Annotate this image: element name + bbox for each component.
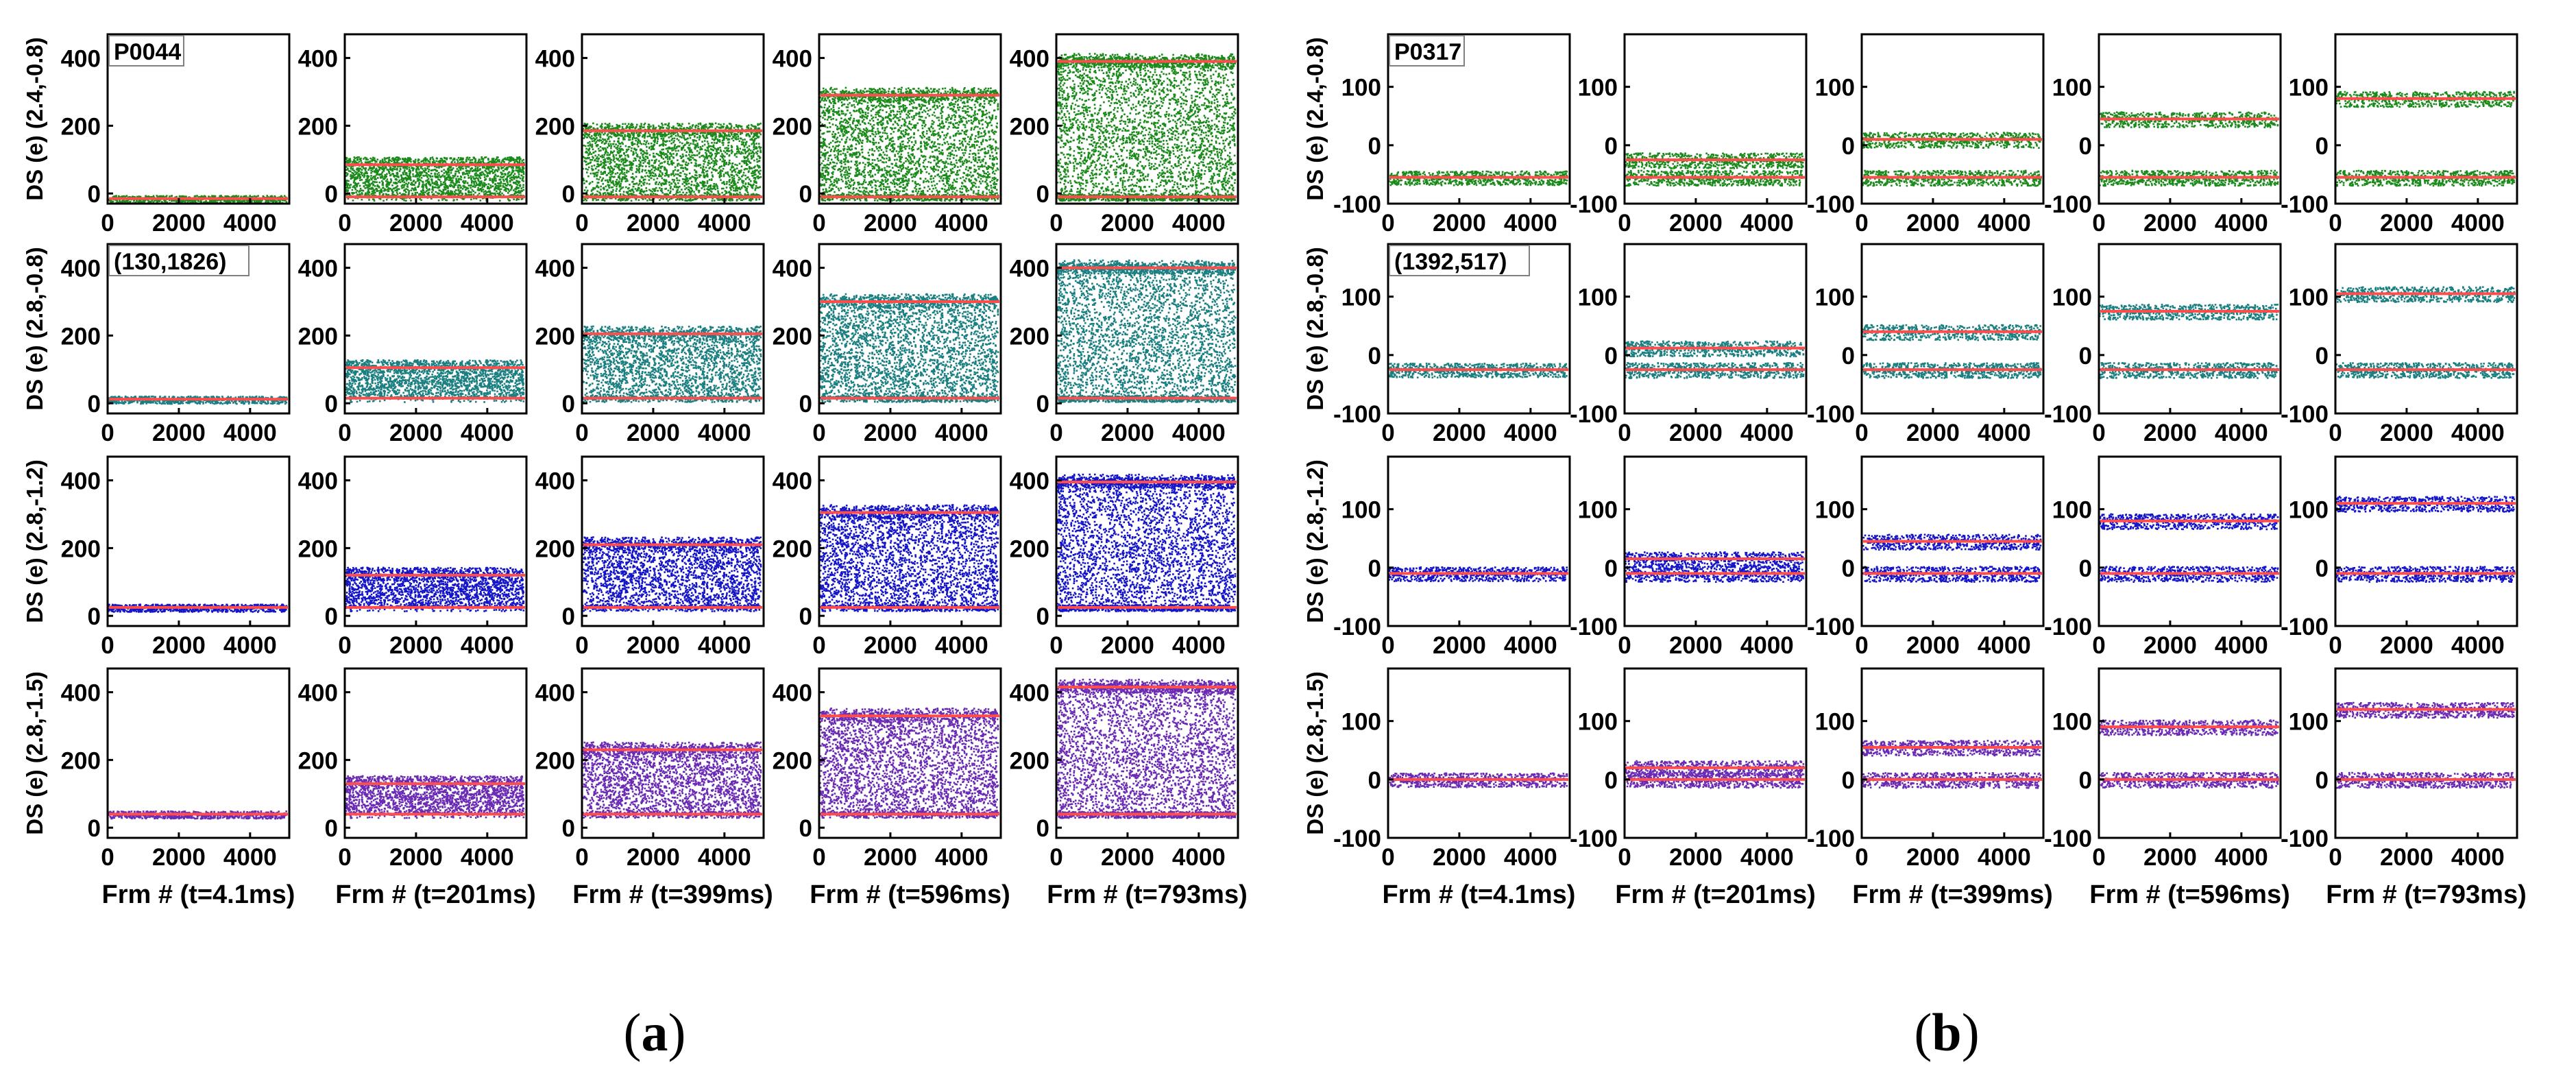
panel-a-points-r1-c2 [345,156,524,202]
panel-a-point [237,200,239,202]
panel-a-ylabel-r1: DS (e) (2.4,-0.8) [22,37,47,200]
panel-a-point [159,200,161,202]
panel-a-point [242,200,244,202]
panel-a-point [411,193,413,195]
y-tick-label: 400 [61,46,101,73]
panel-a-point [404,182,406,184]
panel-a-point [276,201,278,203]
panel-a-point [194,195,196,197]
panel-a-point [171,195,173,197]
panel-a-point [204,195,206,197]
panel-a-point [196,195,198,197]
panel-a-point [491,193,494,195]
panel-a-point [469,157,471,159]
panel-a-point [487,194,489,196]
panel-a-point [123,195,125,197]
panel-a-point [286,201,288,203]
panel-a-point [159,195,161,197]
panel-a-point [507,192,509,194]
panel-a-point [356,190,359,192]
panel-a-point [406,184,409,186]
panel-a-point [254,200,256,202]
panel-a-point [515,169,517,171]
panel-a-point [359,180,361,182]
panel-a-point [149,201,151,203]
panel-a-point [459,172,461,174]
x-tick-label: 0 [101,210,114,237]
panel-a-point [372,181,374,183]
panel-a-point [182,200,184,202]
panel-a-point [280,201,282,203]
panel-a-point [199,200,202,202]
panel-a-point [162,195,165,197]
panel-a-point [408,193,410,195]
panel-a-point [145,195,147,197]
panel-a-point [454,161,456,163]
panel-a-point [244,195,246,197]
panel-a-point [117,200,119,202]
y-tick-label: 200 [61,113,101,140]
panel-a: 02004000 2000 4000DS (e) (2.4,-0.8) P004402… [22,34,1248,1062]
panel-a-point [484,176,486,178]
panel-a-point [219,195,221,197]
panel-a-point [468,172,470,174]
panel-a-point [405,200,407,202]
panel-a-point [121,195,123,197]
panel-a-point [243,200,245,202]
panel-a-point [184,201,186,203]
x-tick-label: 4000 [223,210,277,237]
panel-a-point [478,193,481,195]
panel-a-point [208,195,210,197]
panel-a-point [520,178,522,180]
panel-a-point [122,201,124,203]
panel-a-point [118,195,120,197]
panel-a-point [125,200,127,202]
panel-a-point [156,195,158,197]
panel-a-point [191,200,193,202]
panel-a-point [271,200,273,202]
panel-a-point [133,200,135,202]
panel-a-point [491,171,494,173]
panel-a-point [188,200,190,202]
panel-a-pixel-label: P0044 [114,39,181,65]
panel-a-point [195,201,197,203]
panel-a-point [272,200,274,202]
panel-a-point [126,195,128,197]
panel-a-point [164,200,166,202]
panel-a-point [360,188,362,190]
panel-a-point [457,199,459,201]
panel-a-point [418,184,420,186]
panel-a-point [474,184,476,186]
panel-a-point [169,195,171,197]
panel-a-point [213,195,215,197]
panel-a-point [254,195,256,197]
panel-a-point [263,195,265,197]
panel-a-point [492,169,494,171]
figure: 02004000 2000 4000DS (e) (2.4,-0.8) P004402… [0,0,2576,1084]
panel-a-point [209,201,211,203]
y-tick-label: 0 [88,181,101,208]
panel-a-point [257,195,259,197]
panel-a-point [180,201,182,203]
panel-a-point [489,178,491,180]
x-tick-label: 2000 [152,210,206,237]
panel-a-point [399,192,401,194]
panel-a-point [110,201,112,203]
panel-a-point [223,200,226,202]
panel-a-point [385,167,387,169]
panel-a-point [226,195,228,197]
panel-a-point [161,201,163,203]
panel-a-point [130,201,132,203]
panel-a-point [181,195,183,197]
panel-a-point [284,200,286,202]
panel-a-point [501,193,503,195]
